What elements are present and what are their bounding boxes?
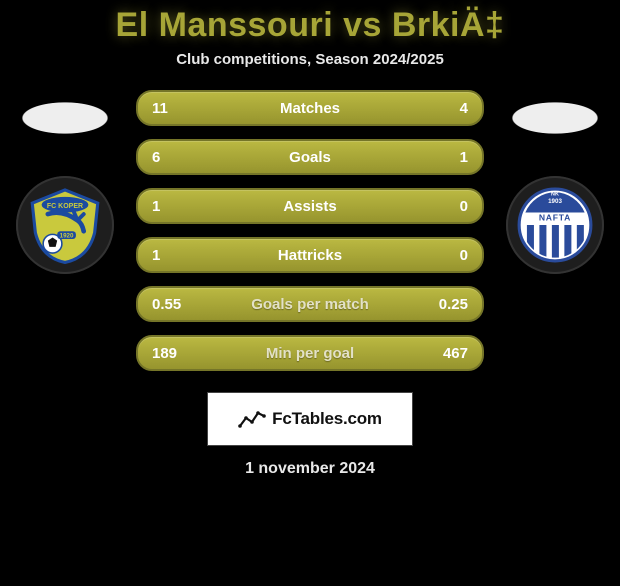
stat-bar: 10Hattricks	[136, 237, 484, 273]
stat-fill-left	[138, 239, 482, 271]
stat-fill-left	[138, 190, 482, 222]
stat-bars: 114Matches61Goals10Assists10Hattricks0.5…	[136, 90, 484, 371]
stat-value-right: 0	[446, 190, 482, 222]
player-left-photo-placeholder	[5, 94, 125, 142]
stat-bar: 0.550.25Goals per match	[136, 286, 484, 322]
stat-value-right: 467	[429, 337, 482, 369]
stat-value-left: 189	[138, 337, 191, 369]
stat-value-left: 6	[138, 141, 174, 173]
stat-value-left: 11	[138, 92, 182, 124]
player-left-column: FC KOPER 1920	[0, 94, 130, 274]
branding-badge: FcTables.com	[207, 392, 413, 446]
subtitle: Club competitions, Season 2024/2025	[0, 51, 620, 68]
fctables-logo-icon	[238, 408, 266, 430]
player-left-crest: FC KOPER 1920	[16, 176, 114, 274]
player-right-photo-placeholder	[495, 94, 615, 142]
branding-text: FcTables.com	[272, 409, 382, 429]
svg-text:1920: 1920	[60, 232, 74, 239]
stat-value-left: 0.55	[138, 288, 195, 320]
player-right-crest: 1903 NAFTA NK	[506, 176, 604, 274]
stat-bar: 189467Min per goal	[136, 335, 484, 371]
nk-nafta-crest-icon: 1903 NAFTA NK	[516, 186, 594, 264]
svg-text:NK: NK	[551, 191, 559, 197]
svg-text:FC KOPER: FC KOPER	[47, 203, 83, 210]
stat-value-left: 1	[138, 239, 174, 271]
player-right-column: 1903 NAFTA NK	[490, 94, 620, 274]
stat-value-left: 1	[138, 190, 174, 222]
svg-text:NAFTA: NAFTA	[539, 212, 571, 222]
fc-koper-crest-icon: FC KOPER 1920	[26, 186, 104, 264]
stat-bar: 61Goals	[136, 139, 484, 175]
stat-value-right: 4	[446, 92, 482, 124]
stat-value-right: 0	[446, 239, 482, 271]
svg-text:1903: 1903	[548, 198, 562, 205]
stat-value-right: 1	[446, 141, 482, 173]
stat-bar: 114Matches	[136, 90, 484, 126]
comparison-layout: FC KOPER 1920 1903 NAFTA	[0, 94, 620, 374]
stat-bar: 10Assists	[136, 188, 484, 224]
date-label: 1 november 2024	[0, 460, 620, 478]
stat-fill-left	[138, 141, 434, 173]
page-title: El Manssouri vs BrkiÄ‡	[0, 6, 620, 45]
stat-value-right: 0.25	[425, 288, 482, 320]
